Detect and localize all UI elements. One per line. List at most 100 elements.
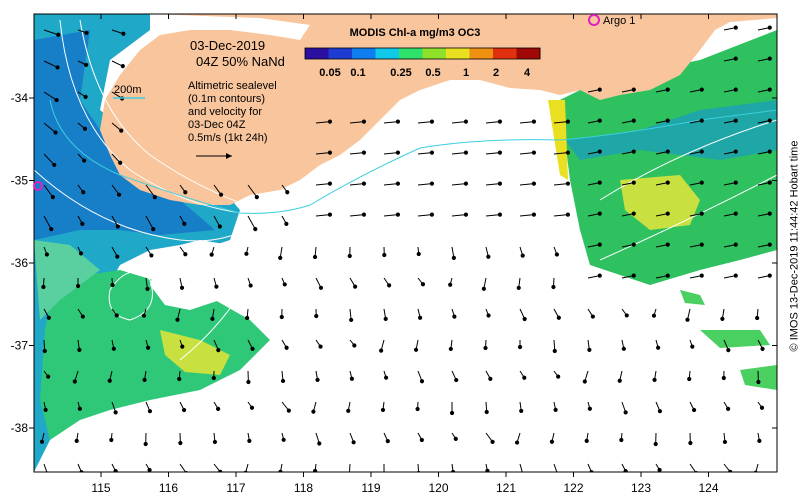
velocity-arrowhead xyxy=(121,31,126,36)
velocity-arrowhead xyxy=(597,180,602,185)
colorbar-title: MODIS Chl-a mg/m3 OC3 xyxy=(350,27,481,39)
velocity-arrowhead xyxy=(497,119,503,124)
velocity-arrowhead xyxy=(631,118,636,123)
velocity-arrowhead xyxy=(657,467,662,472)
velocity-arrowhead xyxy=(587,347,592,353)
velocity-arrowhead xyxy=(652,377,657,382)
velocity-arrow xyxy=(417,152,432,155)
velocity-arrow xyxy=(519,214,534,217)
velocity-arrowhead xyxy=(514,440,520,445)
velocity-arrowhead xyxy=(81,190,86,195)
velocity-arrowhead xyxy=(77,347,82,353)
scale-label: 200m xyxy=(114,84,142,96)
argo-marker[interactable] xyxy=(588,14,600,26)
velocity-arrowhead xyxy=(767,180,772,185)
velocity-arrowhead xyxy=(83,94,88,99)
velocity-arrowhead xyxy=(767,149,772,154)
velocity-arrow xyxy=(417,183,432,186)
velocity-arrowhead xyxy=(757,438,762,443)
velocity-arrowhead xyxy=(395,181,401,186)
velocity-arrowhead xyxy=(109,437,114,443)
velocity-arrowhead xyxy=(767,118,772,123)
velocity-arrow xyxy=(485,183,500,186)
velocity-arrowhead xyxy=(733,273,738,278)
velocity-arrowhead xyxy=(56,32,61,37)
velocity-arrowhead xyxy=(463,119,469,124)
velocity-arrowhead xyxy=(733,242,738,247)
chl-patch-light xyxy=(34,240,100,320)
velocity-arrowhead xyxy=(463,212,469,217)
velocity-arrow xyxy=(519,183,534,186)
x-tick-label: 117 xyxy=(226,481,245,495)
velocity-arrow xyxy=(145,215,154,230)
velocity-arrowhead xyxy=(281,437,286,442)
velocity-arrowhead xyxy=(107,378,112,383)
velocity-arrowhead xyxy=(348,473,351,476)
velocity-arrowhead xyxy=(147,467,152,472)
velocity-arrowhead xyxy=(218,192,224,197)
velocity-arrowhead xyxy=(720,316,725,321)
velocity-arrow xyxy=(383,183,398,186)
colorbar-tick-label: 0.1 xyxy=(350,67,365,79)
velocity-arrowhead xyxy=(653,441,658,447)
velocity-arrowhead xyxy=(690,344,695,349)
velocity-arrowhead xyxy=(665,273,670,278)
desc-line-3: and velocity for xyxy=(188,106,262,118)
y-tick-label: -36 xyxy=(11,256,29,270)
velocity-arrowhead xyxy=(182,221,187,226)
contour-1 xyxy=(59,19,261,216)
colorbar-swatch xyxy=(469,48,494,59)
velocity-arrowhead xyxy=(531,119,537,124)
velocity-arrowhead xyxy=(624,313,629,318)
velocity-arrowhead xyxy=(180,344,185,349)
velocity-arrow xyxy=(519,463,523,472)
argo-label: Argo 1 xyxy=(603,15,635,27)
velocity-arrowhead xyxy=(531,150,537,155)
velocity-arrowhead xyxy=(522,316,527,322)
x-tick-label: 118 xyxy=(294,481,313,495)
velocity-arrow xyxy=(43,215,52,230)
x-tick-label: 123 xyxy=(631,481,651,495)
velocity-arrowhead xyxy=(181,407,187,413)
velocity-arrow xyxy=(315,183,330,186)
velocity-arrowhead xyxy=(284,221,289,226)
desc-line-5: 0.5m/s (1kt 24h) xyxy=(188,132,268,144)
velocity-arrowhead xyxy=(551,284,556,290)
argo-marker-west[interactable] xyxy=(33,181,43,191)
chl-swath-southwest-green xyxy=(40,270,270,440)
velocity-arrowhead xyxy=(687,376,692,382)
velocity-arrowhead xyxy=(361,119,367,124)
velocity-arrowhead xyxy=(767,211,772,216)
contour-6 xyxy=(599,174,777,261)
velocity-arrowhead xyxy=(760,346,765,352)
velocity-arrow xyxy=(349,183,364,186)
y-axis: -34 -35 -36 -37 -38 xyxy=(11,91,777,435)
x-tick-label: 115 xyxy=(91,481,110,495)
velocity-arrowhead xyxy=(721,375,726,381)
velocity-arrow xyxy=(349,152,364,155)
cloud-patch-island xyxy=(150,240,240,310)
velocity-arrowhead xyxy=(215,406,221,411)
velocity-arrow xyxy=(451,121,466,124)
velocity-arrowhead xyxy=(565,119,571,124)
colorbar-swatch xyxy=(375,48,400,59)
velocity-arrowhead xyxy=(733,118,738,123)
velocity-arrowhead xyxy=(395,150,401,155)
velocity-arrowhead xyxy=(556,374,561,379)
velocity-arrowhead xyxy=(119,128,124,133)
velocity-arrowhead xyxy=(383,316,388,321)
velocity-arrowhead xyxy=(383,471,385,472)
velocity-arrowhead xyxy=(623,410,628,415)
velocity-arrowhead xyxy=(767,56,772,61)
velocity-arrowhead xyxy=(454,377,459,383)
velocity-arrowhead xyxy=(111,346,116,351)
velocity-arrow xyxy=(553,121,568,124)
velocity-arrowhead xyxy=(244,251,249,256)
velocity-arrowhead xyxy=(116,192,122,197)
velocity-arrowhead xyxy=(759,405,765,410)
velocity-arrowhead xyxy=(361,150,367,155)
velocity-arrowhead xyxy=(248,283,253,288)
velocity-arrowhead xyxy=(349,376,354,381)
colorbar-tick-label: 1 xyxy=(463,67,469,79)
